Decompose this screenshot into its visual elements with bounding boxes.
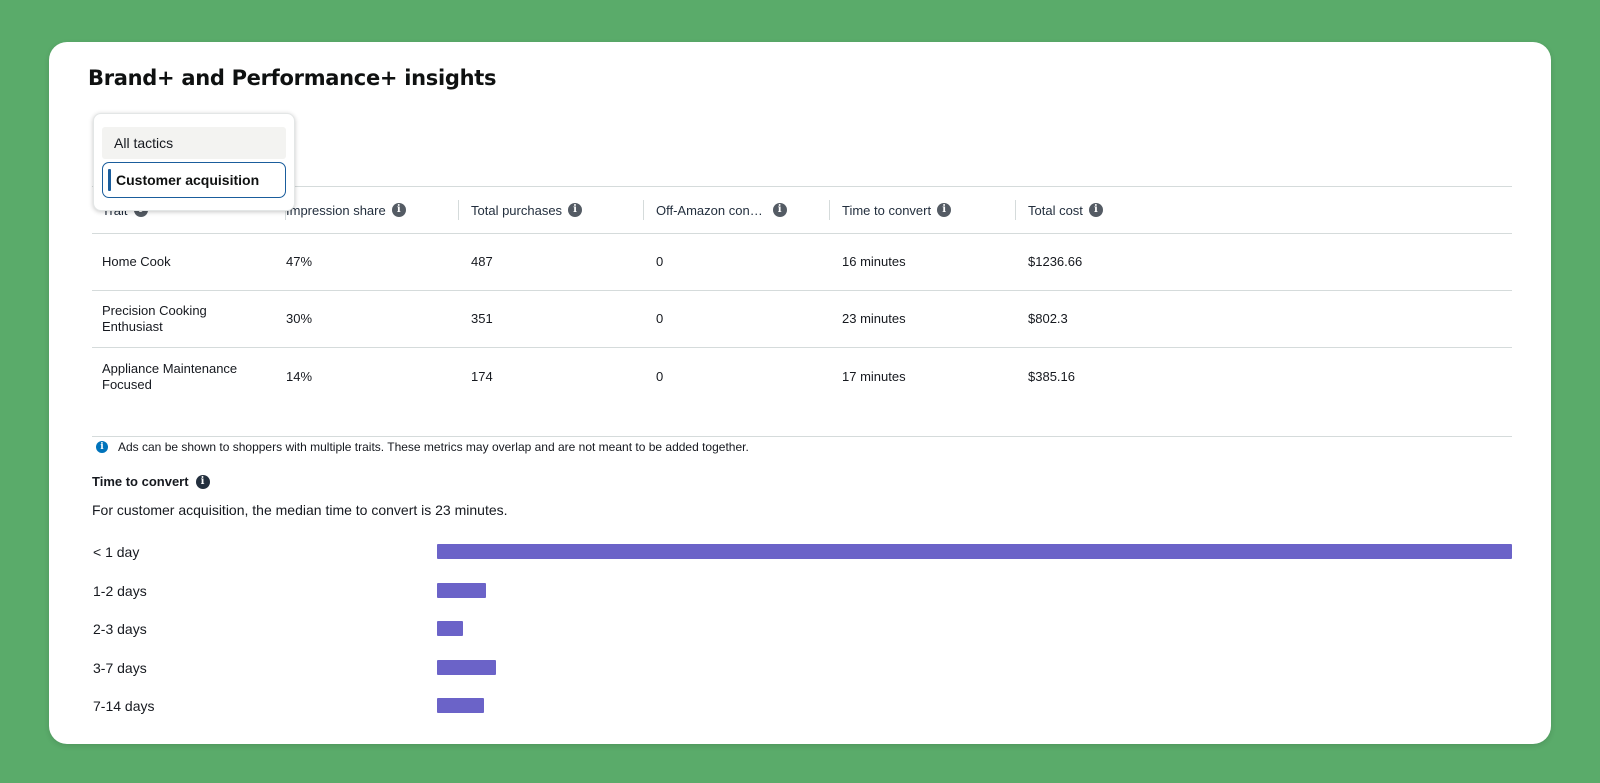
table-row: Home Cook 47% 487 0 16 minutes $1236.66: [92, 234, 1512, 291]
info-icon: i: [96, 441, 108, 453]
impression-share-cell: 14%: [286, 368, 313, 384]
info-icon[interactable]: i: [195, 474, 210, 489]
chart-category-label: 2-3 days: [93, 621, 147, 637]
table-row: Precision Cooking Enthusiast 30% 351 0 2…: [92, 291, 1512, 348]
total-purchases-cell: 174: [471, 368, 493, 384]
total-cost-cell: $1236.66: [1028, 254, 1083, 269]
section-title: Time to convert i: [92, 474, 210, 489]
impression-share-cell: 30%: [286, 311, 313, 326]
total-purchases-cell: 487: [471, 254, 493, 269]
time-to-convert-cell: 23 minutes: [842, 311, 906, 326]
column-separator: [458, 200, 459, 220]
total-cost-cell: $802.3: [1028, 311, 1068, 326]
info-icon[interactable]: i: [391, 203, 406, 217]
chart-bar: [437, 544, 1512, 559]
chart-category-label: 3-7 days: [93, 659, 147, 676]
note-text: Ads can be shown to shoppers with multip…: [118, 440, 749, 454]
time-to-convert-cell: 16 minutes: [842, 254, 906, 269]
info-note: i Ads can be shown to shoppers with mult…: [96, 438, 749, 456]
selection-indicator: [108, 169, 111, 191]
off-amazon-conversions-cell: 0: [656, 254, 664, 269]
off-amazon-conversions-cell: 0: [656, 311, 664, 326]
impression-share-cell: 47%: [286, 254, 313, 269]
total-cost-cell: $385.16: [1028, 368, 1075, 384]
column-separator: [643, 200, 644, 220]
column-separator: [829, 200, 830, 220]
chart-category-label: 7-14 days: [93, 698, 155, 714]
chart-row: 7-14 days: [92, 693, 1512, 719]
insights-card: [49, 42, 1551, 744]
chart-bar: [437, 659, 496, 675]
chart-category-label: 1-2 days: [93, 582, 147, 599]
tactic-dropdown-menu: All tactics Customer acquisition: [93, 113, 295, 211]
page-title: Brand+ and Performance+ insights: [88, 66, 497, 90]
off-amazon-conversions-cell: 0: [656, 368, 664, 384]
column-separator: [1015, 200, 1016, 220]
info-icon[interactable]: i: [937, 203, 952, 217]
total-purchases-cell: 351: [471, 311, 493, 326]
chart-row: 1-2 days: [92, 578, 1512, 604]
option-customer-acquisition[interactable]: Customer acquisition: [102, 162, 286, 198]
chart-row: < 1 day: [92, 539, 1512, 565]
column-header-time-to-convert[interactable]: Time to convert i: [829, 187, 952, 233]
info-icon[interactable]: i: [568, 203, 583, 217]
chart-bar: [437, 582, 486, 598]
trait-cell: Home Cook: [102, 254, 171, 269]
chart-category-label: < 1 day: [93, 544, 140, 560]
table-row: Appliance Maintenance Focused 14% 174 0 …: [92, 348, 1512, 405]
chart-bar: [437, 621, 463, 636]
column-header-total-cost[interactable]: Total cost i: [1015, 187, 1103, 233]
option-all-tactics[interactable]: All tactics: [102, 127, 286, 159]
chart-bar: [437, 698, 484, 713]
divider: [92, 186, 1512, 187]
column-header-total-purchases[interactable]: Total purchases i: [458, 187, 583, 233]
info-icon[interactable]: i: [772, 203, 787, 217]
info-icon[interactable]: i: [1088, 203, 1103, 217]
divider: [92, 436, 1512, 437]
trait-cell: Appliance Maintenance Focused: [102, 360, 238, 392]
section-description: For customer acquisition, the median tim…: [92, 502, 508, 518]
chart-row: 3-7 days: [92, 655, 1512, 681]
chart-row: 2-3 days: [92, 616, 1512, 642]
column-header-off-amazon-conversions[interactable]: Off-Amazon con… i: [643, 187, 787, 233]
time-to-convert-cell: 17 minutes: [842, 368, 906, 384]
trait-cell: Precision Cooking Enthusiast: [102, 303, 207, 334]
column-header-impression-share[interactable]: Impression share i: [285, 187, 406, 233]
